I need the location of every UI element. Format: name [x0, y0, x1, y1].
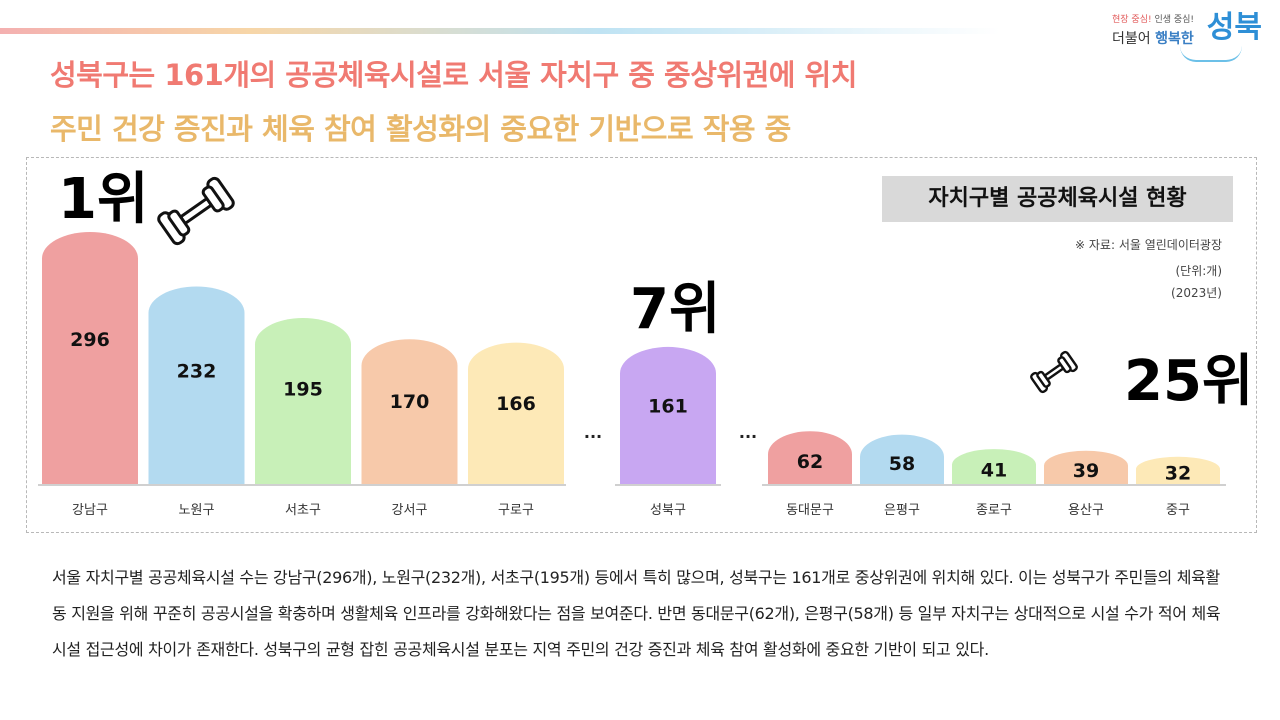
data-label: 161: [648, 396, 688, 418]
chart-unit: (단위:개): [1175, 264, 1222, 278]
summary-paragraph: 서울 자치구별 공공체육시설 수는 강남구(296개), 노원구(232개), …: [52, 568, 1221, 659]
bar-동대문구: [768, 431, 852, 484]
chart-year: (2023년): [1171, 286, 1222, 300]
ellipsis-1: ...: [584, 423, 602, 442]
bar-구로구: [468, 342, 564, 484]
bar-강남구: [42, 232, 138, 484]
data-label: 62: [797, 451, 823, 473]
category-label: 용산구: [1068, 503, 1104, 518]
bar-성북구: [620, 346, 716, 484]
rank-first-label: 1위: [58, 167, 149, 232]
bar-서초구: [255, 317, 351, 484]
category-label: 구로구: [498, 503, 534, 518]
bar-용산구: [1044, 450, 1128, 484]
logo-main-text: 더불어 행복한: [1112, 31, 1194, 47]
headline-primary: 성북구는 161개의 공공체육시설로 서울 자치구 중 중상위권에 위치: [50, 58, 857, 92]
data-label: 170: [390, 391, 430, 413]
data-label: 195: [283, 379, 323, 401]
top-gradient-bar: [0, 28, 1000, 34]
category-label: 서초구: [285, 503, 321, 518]
category-label: 강남구: [72, 503, 108, 518]
bar-중구: [1136, 456, 1220, 484]
category-label: 중구: [1166, 503, 1190, 518]
chart-title: 자치구별 공공체육시설 현황: [882, 176, 1233, 222]
data-label: 296: [70, 329, 110, 351]
logo-arc: [1180, 46, 1242, 62]
bar-노원구: [148, 286, 245, 484]
dumbbell-icon-small: [1030, 350, 1078, 394]
rank-seongbuk-label: 7위: [630, 277, 721, 342]
data-label: 58: [889, 453, 915, 475]
category-label: 종로구: [976, 503, 1012, 518]
logo-slogan: 현장 중심! 인생 중심!: [1112, 15, 1195, 25]
district-logo: 현장 중심! 인생 중심! 더불어 행복한 성북: [1112, 8, 1262, 62]
data-label: 41: [981, 459, 1007, 481]
data-label: 39: [1073, 460, 1099, 482]
headline-secondary: 주민 건강 증진과 체육 참여 활성화의 중요한 기반으로 작용 중: [50, 112, 791, 146]
category-label: 성북구: [650, 503, 686, 518]
category-label: 강서구: [392, 503, 428, 518]
category-label: 동대문구: [786, 503, 834, 518]
rank-last-label: 25위: [1124, 349, 1254, 414]
logo-district-name: 성북: [1206, 10, 1262, 45]
category-label: 노원구: [179, 503, 215, 518]
bar-강서구: [361, 339, 458, 484]
data-label: 32: [1165, 463, 1191, 485]
data-label: 166: [496, 393, 536, 415]
chart-source: ※ 자료: 서울 열린데이터광장: [1075, 238, 1222, 252]
data-label: 232: [177, 360, 217, 382]
chart-panel: [26, 157, 1257, 533]
category-label: 은평구: [884, 503, 920, 518]
dumbbell-icon: [157, 176, 235, 246]
ellipsis-2: ...: [739, 423, 757, 442]
bar-종로구: [952, 449, 1036, 484]
bar-은평구: [860, 434, 944, 484]
